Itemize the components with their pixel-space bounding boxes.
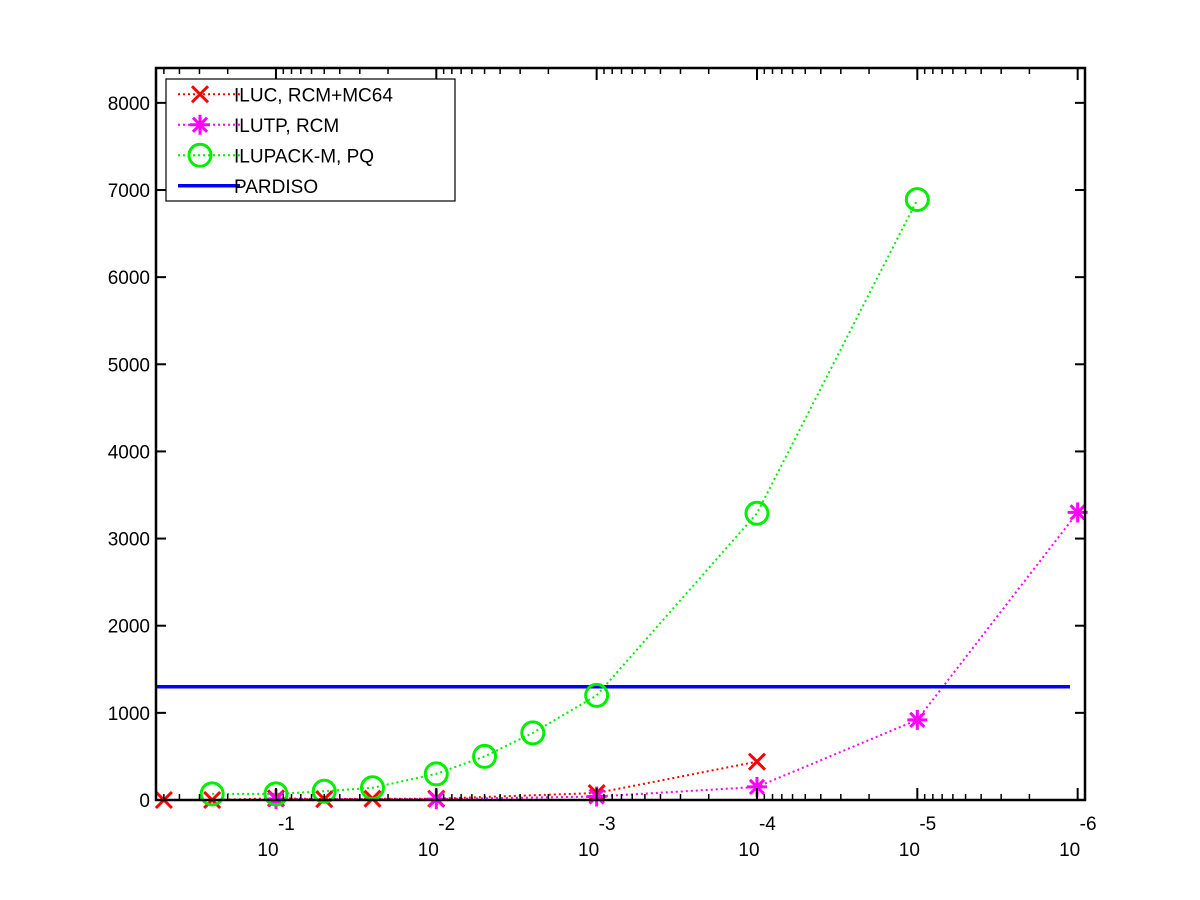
marker-stroke [472,743,498,769]
marker-stroke [263,781,289,807]
marker-stroke [199,781,225,807]
y-tick-label: 6000 [108,268,150,289]
y-tick-label: 0 [139,791,150,812]
marker-stroke [423,761,449,787]
y-tick-label: 7000 [108,181,150,202]
marker-stroke [187,142,213,168]
legend-entry-2: ILUPACK-M, PQ [178,142,374,168]
data-point [520,720,546,746]
x-tick-label: 10 [899,840,920,861]
legend-entry-3: PARDISO [178,177,318,198]
x-tick-exponent: -6 [1080,814,1097,835]
y-tick-label: 1000 [108,704,150,725]
marker-stroke [190,85,210,104]
data-point [263,781,289,807]
axes-box [154,66,1087,802]
marker-stroke [191,116,209,133]
data-point [423,761,449,787]
x-tick-exponent: -1 [278,814,295,835]
axes: 01000200030004000500060007000800010-110-… [108,66,1097,861]
legend-marker [190,114,210,135]
x-tick-label: 10 [257,840,278,861]
legend-marker [190,85,210,104]
data-point [311,778,337,804]
marker-stroke [909,711,926,728]
data-point [199,781,225,807]
x-tick-exponent: -5 [919,814,936,835]
series-line-0 [163,760,758,801]
x-tick-exponent: -3 [599,814,616,835]
legend-label: ILUC, RCM+MC64 [234,85,393,106]
x-tick-label: 10 [578,840,599,861]
data-point [904,187,930,213]
y-tick-label: 2000 [108,617,150,638]
x-tick-exponent: -2 [438,814,455,835]
legend: ILUC, RCM+MC64 ILUTP, RCM ILUPACK-M, PQ PAR… [165,78,456,202]
data-point [744,500,770,526]
marker-stroke [584,682,610,708]
x-tick-label: 10 [1059,840,1080,861]
x-tick-exponent: -4 [759,814,776,835]
series-line-1 [275,511,1079,801]
marker-stroke [748,778,766,796]
data-point [472,743,498,769]
legend-label: PARDISO [234,177,318,198]
y-tick-label: 5000 [108,355,150,376]
marker-stroke [744,500,770,526]
marker-stroke [1069,504,1086,521]
series-line-2 [212,199,919,795]
y-tick-label: 4000 [108,442,150,463]
x-tick-label: 10 [418,840,439,861]
y-tick-label: 8000 [108,94,150,115]
x-tick-label: 10 [738,840,759,861]
legend-marker [187,142,213,168]
marker-stroke [904,187,930,213]
data-point [747,752,767,771]
legend-label: ILUTP, RCM [234,116,339,137]
marker-stroke [311,778,337,804]
legend-box [165,78,456,202]
legend-label: ILUPACK-M, PQ [234,146,374,167]
marker-stroke [747,752,767,771]
y-tick-label: 3000 [108,530,150,551]
legend-entry-0: ILUC, RCM+MC64 [178,85,393,106]
data-point [907,709,928,730]
marker-stroke [520,720,546,746]
data-point [584,682,610,708]
legend-entry-1: ILUTP, RCM [178,114,339,137]
